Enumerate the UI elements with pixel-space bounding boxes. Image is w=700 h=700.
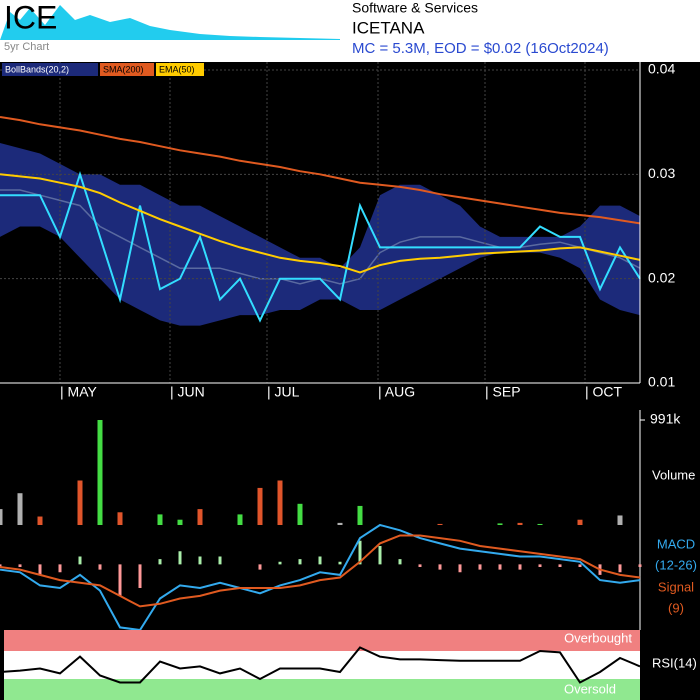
macd-histogram xyxy=(58,564,62,573)
volume-bar xyxy=(17,493,23,525)
y-axis-label: Volume xyxy=(652,467,695,482)
macd-histogram xyxy=(378,546,382,565)
x-tick-label: | JUN xyxy=(170,384,205,400)
macd-histogram xyxy=(258,564,262,570)
y-tick-label: 0.01 xyxy=(648,374,675,390)
volume-bar xyxy=(117,512,123,525)
volume-bar xyxy=(0,509,3,525)
mini-chart xyxy=(0,5,340,40)
macd-histogram xyxy=(198,556,202,565)
volume-bar xyxy=(337,522,343,525)
volume-bar xyxy=(357,505,363,525)
x-tick-label: | OCT xyxy=(585,384,623,400)
volume-bar xyxy=(537,523,543,525)
volume-bar xyxy=(577,519,583,525)
x-tick-label: | JUL xyxy=(267,384,300,400)
macd-histogram xyxy=(98,564,102,570)
legend-label: BollBands(20,2) xyxy=(5,64,69,74)
y-axis-label: RSI(14) xyxy=(652,655,697,670)
volume-bar xyxy=(157,514,163,525)
macd-histogram xyxy=(318,556,322,565)
volume-bar xyxy=(297,503,303,525)
macd-histogram xyxy=(338,561,342,565)
company-name: ICETANA xyxy=(352,18,425,37)
macd-histogram xyxy=(638,564,642,567)
legend-label: MACD xyxy=(657,536,695,551)
y-tick-label: 991k xyxy=(650,411,681,427)
macd-histogram xyxy=(0,564,2,567)
macd-line xyxy=(0,523,641,632)
zone-label: Oversold xyxy=(564,681,616,696)
y-tick-label: 0.03 xyxy=(648,165,675,181)
macd-histogram xyxy=(498,564,502,570)
macd-histogram xyxy=(18,564,22,567)
macd-histogram xyxy=(618,564,622,573)
volume-bar xyxy=(257,487,263,525)
macd-histogram xyxy=(518,564,522,570)
macd-histogram xyxy=(78,556,82,565)
legend-swatch xyxy=(2,63,98,76)
volume-bar xyxy=(617,515,623,525)
volume-bar xyxy=(277,480,283,525)
volume-bar xyxy=(517,522,523,525)
ticker: ICE xyxy=(4,0,57,35)
price-line xyxy=(0,173,641,274)
zone-label: Overbought xyxy=(564,630,632,645)
macd-histogram xyxy=(538,564,542,567)
mini-label: 5yr Chart xyxy=(4,41,49,53)
legend-swatch xyxy=(100,63,154,76)
x-tick-label: | MAY xyxy=(60,384,97,400)
macd-line xyxy=(0,534,641,608)
macd-histogram xyxy=(398,559,402,565)
neutral-zone xyxy=(4,651,640,679)
legend-label: Signal xyxy=(658,579,694,594)
volume-bar xyxy=(177,519,183,525)
price-line xyxy=(0,171,641,323)
legend-label: SMA(200) xyxy=(103,64,144,74)
bollinger-band xyxy=(0,143,640,326)
volume-bar xyxy=(97,420,103,525)
macd-histogram xyxy=(558,564,562,567)
oversold-zone xyxy=(4,679,640,700)
legend-label: (9) xyxy=(668,600,684,615)
macd-histogram xyxy=(418,564,422,567)
macd-histogram xyxy=(218,556,222,565)
sector: Software & Services xyxy=(352,0,478,16)
macd-histogram xyxy=(358,540,362,565)
price-line xyxy=(0,116,641,225)
macd-histogram xyxy=(458,564,462,573)
rsi-line xyxy=(0,646,641,684)
summary: MC = 5.3M, EOD = $0.02 (16Oct2024) xyxy=(352,40,609,57)
macd-histogram xyxy=(118,564,122,596)
macd-histogram xyxy=(298,559,302,565)
macd-histogram xyxy=(38,564,42,575)
legend-label: EMA(50) xyxy=(159,64,195,74)
y-tick-label: 0.02 xyxy=(648,269,675,285)
macd-histogram xyxy=(138,564,142,588)
macd-histogram xyxy=(178,551,182,565)
macd-histogram xyxy=(438,564,442,570)
volume-bar xyxy=(497,523,503,525)
volume-bar xyxy=(77,480,83,525)
macd-histogram xyxy=(158,559,162,565)
volume-bar xyxy=(237,514,243,525)
legend-label: (12-26) xyxy=(655,557,697,572)
legend-swatch xyxy=(156,63,204,76)
x-tick-label: | SEP xyxy=(485,384,521,400)
macd-histogram xyxy=(278,561,282,565)
macd-histogram xyxy=(578,564,582,567)
volume-bar xyxy=(37,516,43,525)
overbought-zone xyxy=(4,630,640,651)
macd-histogram xyxy=(478,564,482,570)
volume-bar xyxy=(197,509,203,525)
volume-bar xyxy=(437,523,443,525)
x-tick-label: | AUG xyxy=(378,384,415,400)
y-tick-label: 0.04 xyxy=(648,61,675,77)
